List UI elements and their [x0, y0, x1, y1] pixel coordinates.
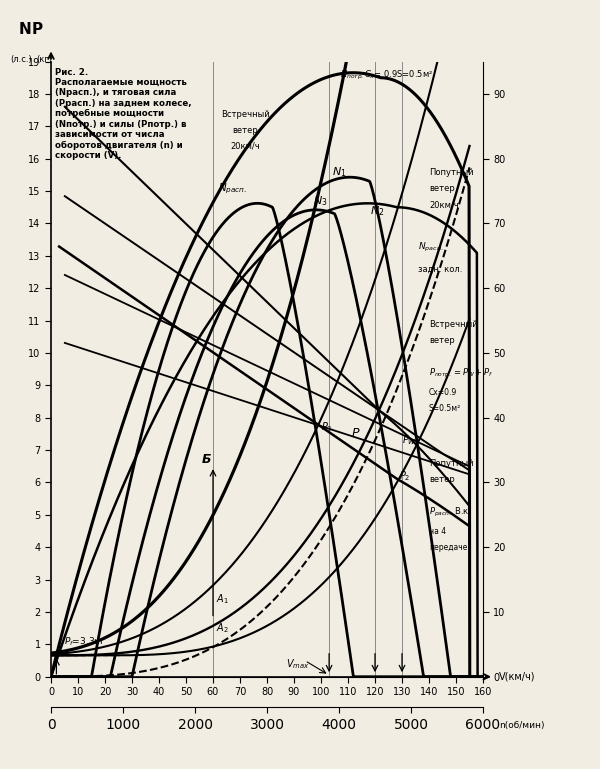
Text: Встречный: Встречный — [429, 320, 478, 329]
Text: $V_{max}$: $V_{max}$ — [286, 657, 310, 671]
Text: на 4: на 4 — [429, 528, 446, 536]
Text: (кг): (кг) — [36, 55, 52, 65]
Text: $A_1$: $A_1$ — [216, 592, 229, 606]
Text: $P_W$: $P_W$ — [402, 434, 417, 448]
Text: ветер: ветер — [429, 475, 455, 484]
Text: ветер: ветер — [429, 336, 455, 345]
Text: Б: Б — [202, 453, 212, 466]
Text: S=0.5м²: S=0.5м² — [429, 404, 461, 413]
Text: Попутный: Попутный — [429, 459, 473, 468]
Text: $N_{потр.}C_x$= 0.9S=0.5м²: $N_{потр.}C_x$= 0.9S=0.5м² — [340, 69, 433, 82]
Text: $N_{расп.}$: $N_{расп.}$ — [418, 241, 444, 254]
Text: передаче: передаче — [429, 544, 467, 552]
Text: $P_2$: $P_2$ — [400, 469, 411, 483]
Text: Рис. 2.
Располагаемые мощность
(Nрасп.), и тяговая сила
(Ррасп.) на заднем колес: Рис. 2. Располагаемые мощность (Nрасп.),… — [55, 68, 192, 160]
Text: $P_{потр.}=P_W+P_f$: $P_{потр.}=P_W+P_f$ — [429, 367, 493, 380]
Text: N: N — [19, 22, 31, 37]
Text: $P_f$=3.3кг: $P_f$=3.3кг — [65, 635, 106, 647]
Text: Cx=0.9: Cx=0.9 — [429, 388, 457, 397]
Text: (л.с.): (л.с.) — [10, 55, 32, 65]
Text: $N_1$: $N_1$ — [332, 165, 346, 178]
Text: $P_{расп.}$ В.к.: $P_{расп.}$ В.к. — [429, 506, 472, 519]
Text: $N_{расп.}$: $N_{расп.}$ — [218, 181, 247, 196]
Text: 20км/ч: 20км/ч — [429, 200, 459, 209]
Text: P: P — [32, 22, 43, 37]
Text: задн. кол.: задн. кол. — [418, 265, 463, 274]
Text: $N_3$: $N_3$ — [313, 194, 328, 208]
Text: $P_3$: $P_3$ — [321, 421, 332, 434]
Text: V(км/ч): V(км/ч) — [499, 671, 536, 682]
Text: ветер: ветер — [429, 184, 455, 193]
Text: Попутный: Попутный — [429, 168, 473, 177]
Text: $N_2$: $N_2$ — [370, 204, 384, 218]
Text: 20км/ч: 20км/ч — [230, 142, 260, 151]
Text: $P$: $P$ — [351, 427, 360, 440]
Text: $A_2$: $A_2$ — [216, 621, 229, 635]
Text: Встречный: Встречный — [221, 109, 270, 118]
Text: n(об/мин): n(об/мин) — [499, 721, 545, 730]
Text: ветер: ветер — [233, 126, 258, 135]
